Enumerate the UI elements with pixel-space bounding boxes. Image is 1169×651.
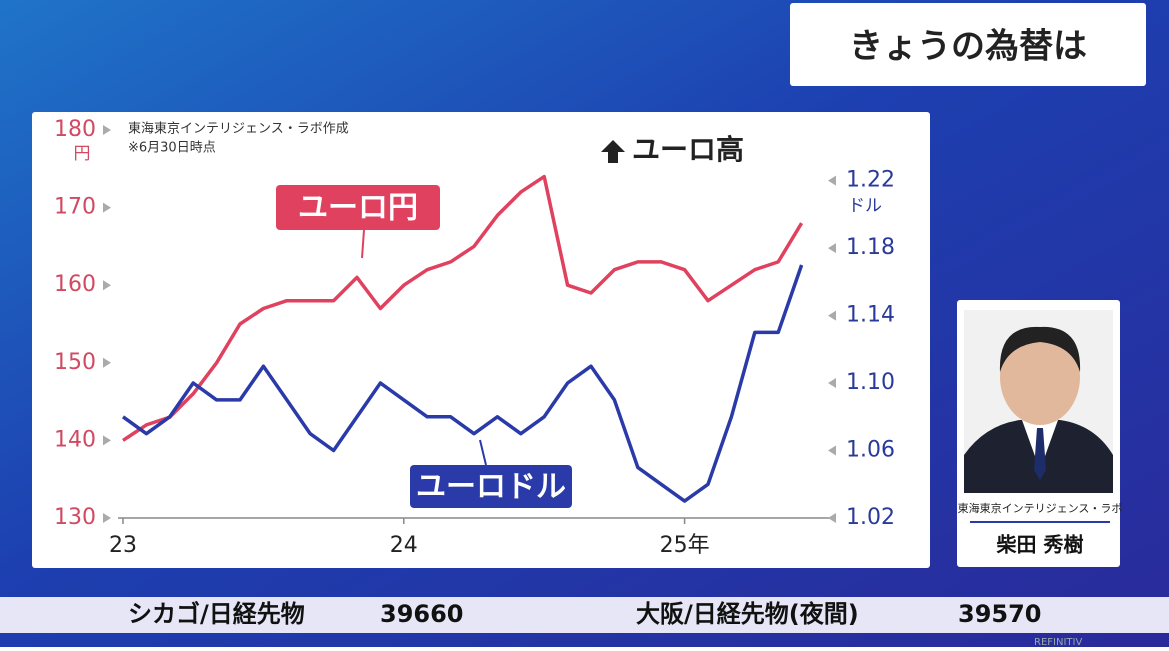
x-tick-label: 23	[109, 533, 137, 558]
annotation: ユーロ高	[632, 133, 744, 166]
ticker-bar	[0, 597, 1169, 633]
y-tick-label: 160	[54, 272, 96, 297]
y-tick-label: 180	[54, 117, 96, 142]
y-tick-mark	[103, 202, 111, 213]
hair	[999, 326, 1081, 372]
x-tick-label: 24	[390, 533, 418, 558]
y2-tick-mark	[828, 378, 836, 389]
y2-tick-mark	[828, 175, 836, 186]
y2-tick-mark	[828, 445, 836, 456]
chart-card	[32, 112, 930, 568]
y-tick-label: 150	[54, 350, 96, 375]
y-tick-mark	[103, 435, 111, 446]
y2-tick-label: 1.02	[846, 505, 895, 530]
y-tick-mark	[103, 125, 111, 135]
source-note: 東海東京インテリジェンス・ラボ作成	[128, 121, 349, 137]
y2-tick-label: 1.10	[846, 370, 895, 395]
ticker-value: 39660	[380, 600, 464, 628]
header-box	[790, 3, 1146, 86]
y2-tick-mark	[828, 513, 836, 523]
y-tick-mark	[103, 280, 111, 291]
label-pointer	[479, 439, 487, 466]
series-label: ユーロ円	[298, 191, 418, 226]
y2-tick-label: 1.22	[846, 168, 895, 193]
y2-tick-label: 1.18	[846, 235, 895, 260]
y-unit: 円	[74, 144, 91, 164]
plot: 130 140 150 160 170 180 1.02 1.06 1.10 1.14 1.18 1.…	[54, 117, 895, 558]
face	[1000, 329, 1080, 425]
date-note: ※6月30日時点	[128, 141, 216, 156]
presenter-affiliation: 東海東京インテリジェンス・ラボ	[958, 501, 1123, 515]
series-line	[121, 264, 804, 503]
y-tick-mark	[103, 357, 111, 368]
ticker-label: 大阪/日経先物(夜間)	[636, 600, 859, 628]
x-tick-label: 25年	[660, 533, 710, 558]
label-pointer	[361, 229, 365, 259]
ticker-value: 39570	[958, 600, 1042, 628]
presenter-name: 柴田 秀樹	[996, 533, 1084, 557]
y-tick-mark	[103, 513, 111, 523]
y2-tick-mark	[828, 310, 836, 321]
y2-tick-mark	[828, 243, 836, 254]
y-tick-label: 140	[54, 427, 96, 452]
series-label: ユーロドル	[416, 470, 566, 505]
tie	[1034, 428, 1046, 480]
series-label-box	[276, 185, 440, 230]
series-label-box	[410, 465, 572, 508]
header-title: きょうの為替は	[849, 27, 1087, 67]
series-line	[122, 174, 804, 442]
y2-tick-label: 1.14	[846, 303, 895, 328]
ticker-label: シカゴ/日経先物	[128, 600, 305, 628]
y2-tick-label: 1.06	[846, 438, 895, 463]
up-arrow	[601, 140, 625, 163]
y-tick-label: 170	[54, 195, 96, 220]
y-tick-label: 130	[54, 505, 96, 530]
y2-unit: ドル	[848, 196, 882, 216]
logo: REFINITIV	[1034, 637, 1082, 647]
